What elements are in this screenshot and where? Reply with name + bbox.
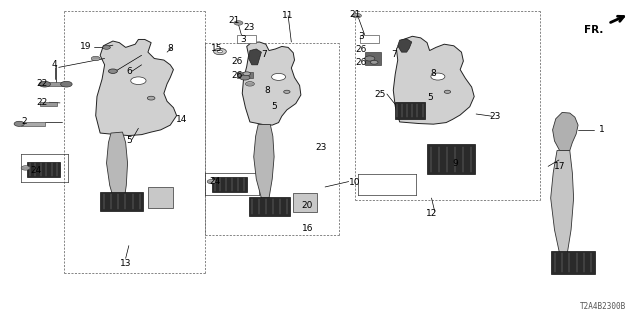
Text: 6: 6 — [126, 67, 132, 76]
Polygon shape — [248, 49, 261, 65]
Bar — [27, 162, 60, 178]
Text: T2A4B2300B: T2A4B2300B — [580, 302, 626, 311]
Text: 26: 26 — [232, 57, 243, 66]
Circle shape — [371, 60, 378, 64]
Bar — [100, 192, 143, 211]
Circle shape — [39, 81, 51, 87]
Text: 8: 8 — [265, 86, 271, 95]
Bar — [360, 35, 379, 43]
Circle shape — [108, 69, 117, 73]
Circle shape — [102, 45, 110, 49]
Circle shape — [271, 73, 285, 80]
Text: 3: 3 — [358, 32, 364, 41]
Text: 11: 11 — [282, 11, 294, 20]
Bar — [212, 177, 246, 192]
Polygon shape — [106, 132, 127, 203]
Text: 15: 15 — [211, 44, 223, 53]
Bar — [148, 187, 173, 208]
Text: 12: 12 — [426, 209, 437, 219]
Text: 17: 17 — [554, 163, 565, 172]
Text: FR.: FR. — [584, 25, 604, 35]
Circle shape — [218, 50, 223, 53]
Circle shape — [92, 56, 100, 61]
Bar — [20, 122, 45, 126]
Bar — [293, 193, 317, 212]
Text: 25: 25 — [375, 90, 386, 99]
Bar — [551, 252, 595, 274]
Circle shape — [243, 72, 250, 76]
Text: 21: 21 — [228, 16, 239, 25]
Polygon shape — [394, 36, 474, 124]
Text: 26: 26 — [356, 45, 367, 54]
Text: 23: 23 — [243, 23, 254, 32]
Text: 5: 5 — [126, 136, 132, 145]
Text: 19: 19 — [81, 42, 92, 51]
Bar — [365, 52, 381, 65]
Circle shape — [365, 56, 375, 61]
Text: 26: 26 — [356, 58, 367, 67]
Text: 22: 22 — [36, 98, 47, 107]
Text: 23: 23 — [316, 143, 327, 152]
Polygon shape — [397, 39, 412, 52]
Bar — [427, 144, 475, 174]
Text: 5: 5 — [271, 102, 277, 111]
Circle shape — [353, 13, 362, 18]
Circle shape — [207, 179, 216, 184]
Text: 1: 1 — [599, 125, 605, 134]
Polygon shape — [550, 150, 573, 253]
Circle shape — [234, 21, 243, 25]
Text: 2: 2 — [21, 117, 26, 126]
Circle shape — [14, 121, 24, 126]
Text: 14: 14 — [176, 115, 188, 124]
Text: 16: 16 — [301, 224, 313, 233]
Bar — [237, 35, 256, 43]
Circle shape — [240, 75, 250, 80]
Text: 8: 8 — [168, 44, 173, 52]
Text: 10: 10 — [349, 178, 361, 187]
Polygon shape — [253, 124, 274, 198]
Circle shape — [246, 82, 254, 86]
Text: 24: 24 — [31, 166, 42, 175]
Text: 7: 7 — [392, 50, 397, 59]
Bar — [40, 102, 58, 106]
Text: 23: 23 — [490, 112, 501, 121]
Circle shape — [284, 90, 290, 93]
Circle shape — [214, 48, 227, 55]
Polygon shape — [96, 39, 177, 136]
Bar — [46, 82, 65, 86]
Text: 4: 4 — [51, 60, 57, 69]
Bar — [248, 197, 290, 215]
Text: 5: 5 — [428, 93, 433, 102]
Circle shape — [431, 73, 445, 80]
Text: 26: 26 — [232, 71, 243, 80]
Circle shape — [444, 90, 451, 93]
Circle shape — [131, 77, 146, 84]
Text: 3: 3 — [241, 35, 246, 44]
Polygon shape — [552, 112, 578, 150]
Bar — [394, 102, 425, 119]
Circle shape — [61, 81, 72, 87]
Text: 9: 9 — [453, 159, 459, 168]
Text: 24: 24 — [209, 177, 221, 186]
Text: 20: 20 — [301, 201, 313, 210]
Circle shape — [147, 96, 155, 100]
Circle shape — [21, 166, 30, 170]
Text: 7: 7 — [262, 50, 268, 59]
Bar — [237, 72, 253, 78]
Text: 22: 22 — [36, 79, 47, 88]
Text: 21: 21 — [349, 10, 361, 19]
Text: 8: 8 — [431, 69, 436, 78]
Text: 13: 13 — [120, 259, 131, 268]
Polygon shape — [243, 42, 301, 125]
